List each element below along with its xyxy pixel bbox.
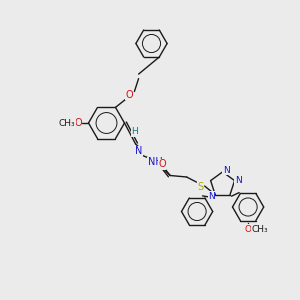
Text: N: N — [208, 192, 215, 201]
Text: CH₃: CH₃ — [251, 225, 268, 234]
Text: N: N — [135, 146, 142, 157]
Text: O: O — [158, 159, 166, 169]
Text: N: N — [235, 176, 242, 185]
Text: H: H — [131, 128, 138, 136]
Text: N: N — [223, 166, 230, 175]
Text: CH₃: CH₃ — [58, 118, 75, 127]
Text: O: O — [74, 118, 82, 128]
Text: O: O — [244, 225, 252, 234]
Text: O: O — [125, 89, 133, 100]
Text: NH: NH — [148, 157, 163, 167]
Text: S: S — [197, 182, 203, 193]
